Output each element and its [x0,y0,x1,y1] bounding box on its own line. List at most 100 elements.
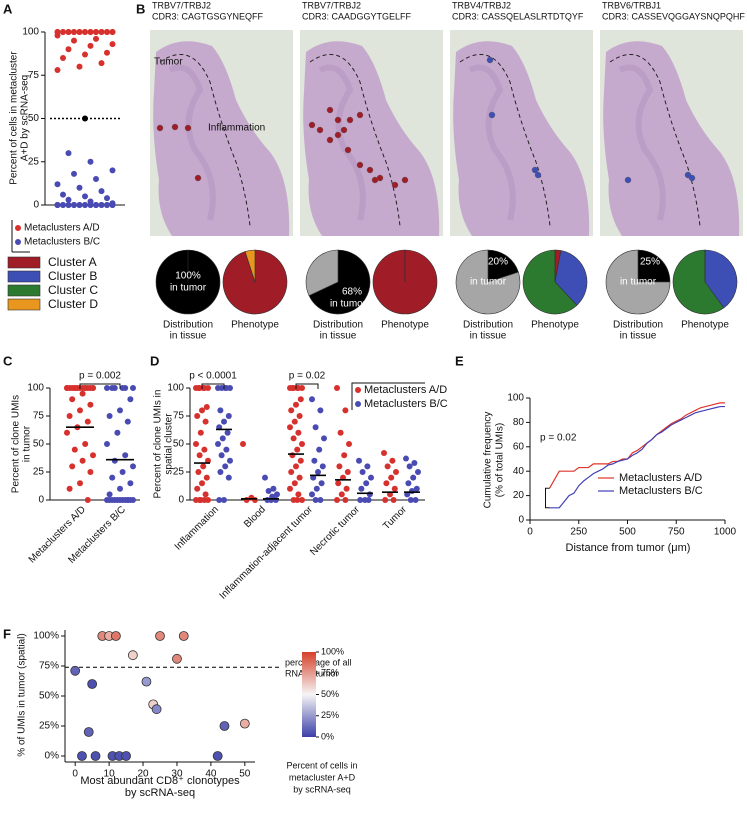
data-point [90,452,96,459]
data-point [388,474,395,481]
data-point [295,429,302,436]
data-point [82,385,89,391]
data-point [76,63,83,70]
tissue-image [450,30,593,236]
pie-slice [522,249,578,315]
y-tick-label: 40 [513,466,525,477]
data-point [365,497,372,503]
panel-letter: F [3,626,11,641]
data-point [411,460,418,467]
data-point [197,429,204,436]
data-point [295,491,302,498]
legend-frame [351,382,425,410]
pie-slice [455,249,521,315]
data-point [202,418,209,425]
y-axis-label: (% of total UMIs) [495,423,506,497]
data-point [110,631,121,641]
y-axis-label: % of UMIs in tumor (spatial) [17,633,28,756]
data-point [312,424,319,431]
data-point [71,202,77,208]
legend-label: Metaclusters A/D [364,384,447,396]
cell-dot [326,136,334,144]
data-point [104,195,110,202]
cell-dot [344,146,352,154]
data-point [403,455,409,462]
data-point [109,385,116,391]
pie-caption: in tissue [470,331,507,342]
pie-text: in tumor [330,299,367,310]
cell-dot [624,176,632,184]
panel-letter: A [3,1,13,16]
data-point [196,452,203,459]
data-point [293,401,299,408]
data-point [106,497,113,503]
x-tick-label: Tumor [381,504,409,532]
data-point [98,29,105,35]
cell-dot [531,166,539,174]
data-point [98,188,105,195]
data-point [87,679,98,689]
legend-label: Cluster A [48,255,97,269]
data-point [79,457,86,464]
data-point [82,202,88,208]
x-tick-label: 50 [239,769,251,780]
data-point [54,181,61,188]
data-point [77,480,83,487]
data-point [76,29,83,35]
clone-title: TRBV6/TRBJ1 [602,0,661,10]
clone-title: TRBV4/TRBJ2 [452,0,511,10]
data-point [274,491,280,498]
pie-slice [487,249,519,283]
data-point [127,480,134,487]
y-axis-label: A+D by scRNA-seq [20,75,31,161]
data-point [122,452,129,459]
data-point [65,46,72,53]
data-point [205,497,211,503]
data-point [342,497,349,503]
data-point [317,407,324,414]
data-point [288,407,295,414]
colorbar [302,652,316,737]
data-point [343,485,350,492]
data-point [104,441,110,447]
y-tick-label: 50 [33,439,45,450]
data-point [117,407,123,414]
clone-title: CDR3: CASSQELASLRTDTQYF [452,11,584,21]
data-point [297,396,304,403]
data-point [299,385,305,391]
data-point [194,413,201,419]
x-tick-label: 250 [570,527,587,538]
data-point [124,418,131,425]
y-tick-label: 75 [173,411,185,422]
legend-label: Cluster D [48,297,98,311]
data-point [70,665,81,676]
data-point [87,42,94,49]
data-point [219,721,230,731]
data-point [268,497,274,503]
data-point [357,497,364,503]
y-tick-label: 25 [28,156,40,167]
data-point [321,435,327,442]
data-point [363,480,370,487]
y-tick-label: 25 [173,467,185,478]
data-point [203,404,210,411]
data-point [299,441,305,447]
pie-slice [637,249,671,283]
data-point [93,176,99,183]
y-axis-label: Cumulative frequency [483,412,494,509]
data-point [172,653,182,664]
cell-dot [366,166,374,174]
cell-dot [346,116,354,124]
x-tick-label: Inflammation-adjacent tumor [218,504,316,602]
data-point [130,463,136,470]
data-point [60,29,66,35]
data-point [202,491,209,498]
legend-label: Metaclusters B/C [619,485,703,497]
pie-slice [308,249,371,315]
data-point [337,429,344,436]
data-point [87,469,94,475]
data-point [141,676,152,687]
data-point [389,457,396,464]
data-point [87,158,94,165]
data-point [77,407,83,414]
